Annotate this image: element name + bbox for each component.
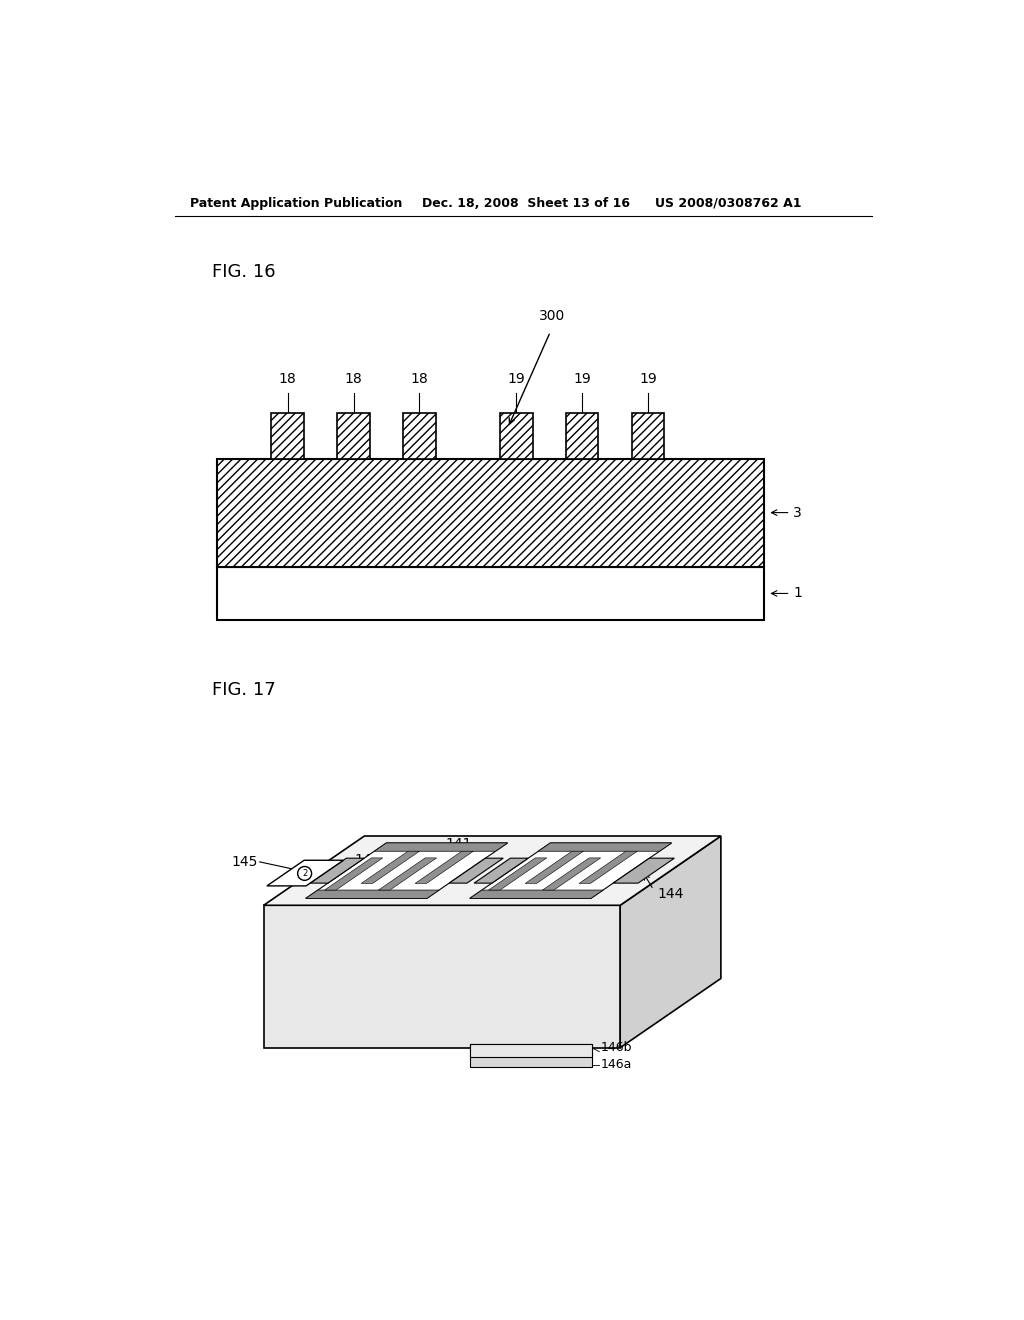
Polygon shape (361, 851, 420, 883)
Polygon shape (337, 412, 370, 459)
Polygon shape (306, 890, 439, 899)
Text: FIG. 16: FIG. 16 (212, 264, 275, 281)
Text: 300: 300 (539, 309, 565, 323)
Polygon shape (415, 851, 473, 883)
Text: 143: 143 (354, 853, 381, 867)
Text: 144: 144 (657, 887, 684, 900)
Polygon shape (325, 858, 383, 890)
Text: 145: 145 (231, 855, 258, 869)
Polygon shape (217, 566, 764, 620)
Polygon shape (566, 412, 598, 459)
Text: 1: 1 (793, 586, 802, 601)
Polygon shape (580, 851, 637, 883)
Text: US 2008/0308762 A1: US 2008/0308762 A1 (655, 197, 802, 210)
Polygon shape (621, 836, 721, 1048)
Polygon shape (470, 890, 603, 899)
Polygon shape (375, 843, 508, 851)
Text: 19: 19 (573, 371, 591, 385)
Polygon shape (500, 412, 532, 459)
Polygon shape (470, 843, 672, 899)
Polygon shape (379, 858, 436, 890)
Polygon shape (525, 851, 584, 883)
Text: 142: 142 (606, 871, 633, 886)
Text: 18: 18 (345, 371, 362, 385)
Polygon shape (450, 858, 503, 883)
Text: 19: 19 (508, 371, 525, 385)
Polygon shape (403, 412, 435, 459)
Polygon shape (263, 836, 721, 906)
Polygon shape (470, 1044, 592, 1057)
Text: 146a: 146a (601, 1059, 632, 1072)
Polygon shape (263, 906, 621, 1048)
Polygon shape (470, 1044, 592, 1067)
Text: 140: 140 (546, 853, 572, 867)
Polygon shape (613, 858, 675, 883)
Text: FIG. 17: FIG. 17 (212, 681, 275, 698)
Text: 141: 141 (445, 837, 472, 850)
Polygon shape (632, 412, 665, 459)
Text: 18: 18 (279, 371, 297, 385)
Polygon shape (217, 459, 764, 566)
Polygon shape (267, 861, 343, 886)
Text: 18: 18 (411, 371, 428, 385)
Polygon shape (543, 858, 601, 890)
Polygon shape (306, 843, 508, 899)
Polygon shape (539, 843, 672, 851)
Text: 19: 19 (639, 371, 657, 385)
Text: Patent Application Publication: Patent Application Publication (190, 197, 402, 210)
Polygon shape (271, 412, 304, 459)
Polygon shape (488, 858, 547, 890)
Text: 2: 2 (302, 869, 307, 878)
Text: Dec. 18, 2008  Sheet 13 of 16: Dec. 18, 2008 Sheet 13 of 16 (423, 197, 631, 210)
Polygon shape (310, 858, 365, 883)
Polygon shape (474, 858, 528, 883)
Text: 146b: 146b (601, 1041, 633, 1055)
Text: 3: 3 (793, 506, 802, 520)
